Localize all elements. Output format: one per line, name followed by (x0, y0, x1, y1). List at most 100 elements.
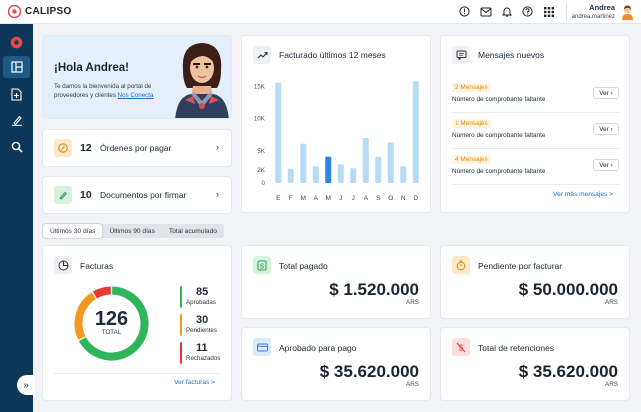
approved-label: Aprobadas (186, 299, 216, 306)
user-email: andrea.martinez (571, 14, 615, 20)
tab-90-days[interactable]: Últimos 90 días (109, 227, 155, 235)
chevron-right-icon: › (610, 161, 613, 169)
messages-title: Mensajes nuevos (478, 50, 545, 60)
bar[interactable] (337, 164, 344, 183)
divider (54, 373, 220, 374)
x-tick-label: M (301, 195, 306, 202)
x-tick-label: N (401, 195, 406, 202)
currency-label: ARS (406, 299, 419, 306)
chevron-right-icon: › (610, 89, 613, 97)
top-bar: CALIPSO Andrea andrea.martinez (0, 0, 641, 24)
bar[interactable] (387, 142, 394, 183)
user-name: Andrea (589, 3, 615, 12)
sidebar-item-signatures[interactable] (3, 109, 30, 131)
bar[interactable] (400, 166, 407, 183)
logo[interactable]: CALIPSO (8, 5, 72, 18)
orders-card[interactable]: 12 Órdenes por pagar › (43, 130, 231, 166)
legend-pending: 30 Pendientes (180, 314, 228, 336)
rejected-label: Rechazados (186, 355, 221, 362)
documents-count: 10 (80, 189, 92, 201)
bar[interactable] (325, 156, 332, 183)
nos-conecta-link[interactable]: Nos Conecta (117, 92, 154, 100)
documents-card[interactable]: 10 Documentos por firmar › (43, 177, 231, 213)
invoices-total-label: TOTAL (101, 329, 122, 336)
total-paid-title: Total pagado (279, 261, 328, 271)
messages-card: Mensajes nuevos 2 Mensajes Número de com… (441, 36, 629, 212)
avatar[interactable] (620, 4, 635, 20)
chevron-right-icon: › (610, 125, 613, 133)
chart-title: Facturado últimos 12 meses (279, 50, 386, 60)
bar[interactable] (375, 156, 382, 183)
view-invoices-link[interactable]: Ver facturas > (174, 379, 215, 386)
donut-segment (74, 292, 97, 340)
bar[interactable] (412, 81, 419, 183)
mail-icon[interactable] (479, 5, 492, 18)
tab-total[interactable]: Total acumulado (168, 227, 217, 235)
view-message-button[interactable]: Ver › (593, 159, 619, 171)
sidebar-item-documents[interactable] (3, 83, 30, 105)
bar[interactable] (275, 82, 282, 183)
invoices-donut (74, 286, 149, 361)
pie-chart-icon (54, 256, 72, 274)
y-tick-label: 15K (254, 83, 266, 90)
y-tick-label: 10K (254, 116, 266, 123)
x-tick-label: S (376, 195, 381, 202)
bar[interactable] (350, 168, 357, 183)
x-tick-label: A (364, 195, 369, 202)
pen-icon (11, 115, 22, 126)
bar[interactable] (312, 166, 319, 183)
pending-count: 30 (196, 314, 209, 326)
document-plus-icon (11, 87, 22, 101)
x-tick-label: E (276, 195, 281, 202)
sidebar-item-search[interactable] (3, 136, 30, 158)
orders-label: Órdenes por pagar (100, 143, 172, 153)
sidebar-item-dashboard[interactable] (3, 56, 30, 78)
total-paid-card: $ Total pagado $ 1.520.000 ARS (242, 246, 430, 318)
message-item: 4 Mensajes Número de comprobante faltant… (452, 155, 619, 185)
expand-sidebar-button[interactable]: » (17, 375, 35, 395)
sidebar-logo[interactable] (3, 31, 30, 53)
search-icon (11, 141, 23, 153)
chevron-right-icon: › (216, 189, 219, 199)
tab-30-days[interactable]: Últimos 30 días (43, 224, 103, 238)
period-tabs: Últimos 30 días Últimos 90 días Total ac… (43, 224, 224, 238)
y-tick-label: 2K (257, 167, 266, 174)
bar[interactable] (362, 137, 369, 183)
welcome-title: ¡Hola Andrea! (54, 62, 129, 74)
alert-icon[interactable] (458, 5, 471, 18)
legend-bar (180, 314, 182, 336)
donut-segment (92, 286, 112, 299)
view-message-button[interactable]: Ver › (593, 123, 619, 135)
x-tick-label: M (326, 195, 331, 202)
legend-bar (180, 342, 182, 364)
message-item: 2 Mensajes Número de comprobante faltant… (452, 83, 619, 113)
dashboard-icon (10, 61, 23, 73)
x-tick-label: A (314, 195, 319, 202)
apps-grid-icon[interactable] (542, 5, 555, 18)
billing-chart-card: Facturado últimos 12 meses 0 2K 5K 10K 15K E F… (242, 36, 430, 212)
total-paid-amount: $ 1.520.000 (329, 280, 419, 299)
pending-label: Pendientes (186, 327, 217, 334)
timer-icon (452, 256, 470, 274)
x-tick-label: J (352, 195, 355, 202)
documents-label: Documentos por firmar (100, 190, 187, 200)
legend-approved: 85 Aprobadas (180, 286, 228, 308)
approved-payment-card: Aprobado para pago $ 35.620.000 ARS (242, 328, 430, 400)
x-tick-label: D (413, 195, 418, 202)
divider (452, 184, 619, 185)
help-icon[interactable] (521, 5, 534, 18)
divider (452, 112, 619, 113)
user-menu[interactable]: Andrea andrea.martinez (572, 3, 615, 20)
dollar-icon: $ (253, 256, 271, 274)
bar[interactable] (287, 168, 294, 183)
pen-icon (54, 186, 72, 204)
message-text: Número de comprobante faltante (452, 132, 546, 139)
bar[interactable] (300, 143, 307, 183)
svg-text:$: $ (260, 263, 264, 270)
chevron-right-icon: › (216, 142, 219, 152)
bell-icon[interactable] (500, 5, 513, 18)
more-messages-link[interactable]: Ver más mensajes > (553, 191, 613, 198)
donut-segment (78, 286, 149, 361)
view-message-button[interactable]: Ver › (593, 87, 619, 99)
approved-payment-title: Aprobado para pago (279, 343, 357, 353)
